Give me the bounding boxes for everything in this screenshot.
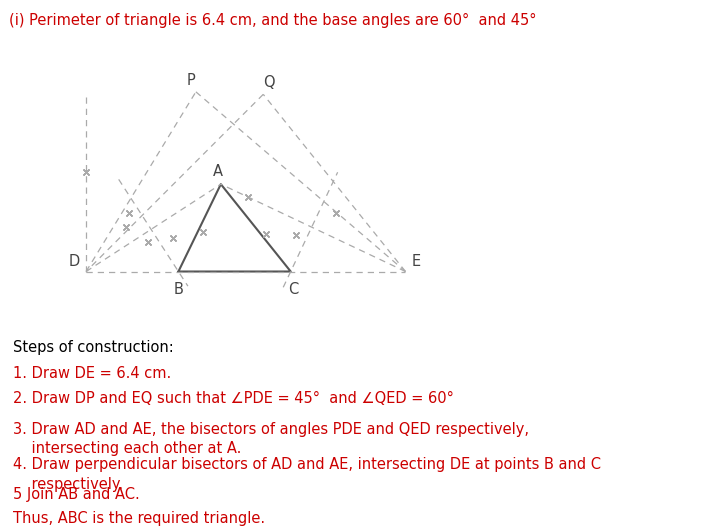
Text: 4. Draw perpendicular bisectors of AD and AE, intersecting DE at points B and C
: 4. Draw perpendicular bisectors of AD an…: [13, 457, 601, 492]
Text: Steps of construction:: Steps of construction:: [13, 340, 173, 355]
Text: A: A: [214, 164, 223, 179]
Text: P: P: [187, 73, 195, 88]
Text: B: B: [173, 282, 183, 297]
Text: Thus, ABC is the required triangle.: Thus, ABC is the required triangle.: [13, 511, 265, 526]
Text: (i) Perimeter of triangle is 6.4 cm, and the base angles are 60°  and 45°: (i) Perimeter of triangle is 6.4 cm, and…: [9, 13, 537, 28]
Text: Q: Q: [264, 75, 275, 90]
Text: D: D: [69, 254, 80, 269]
Text: E: E: [411, 254, 421, 269]
Text: 5 Join AB and AC.: 5 Join AB and AC.: [13, 487, 139, 502]
Text: C: C: [288, 282, 298, 297]
Text: 3. Draw AD and AE, the bisectors of angles PDE and QED respectively,
    interse: 3. Draw AD and AE, the bisectors of angl…: [13, 422, 529, 456]
Text: 2. Draw DP and EQ such that ∠PDE = 45°  and ∠QED = 60°: 2. Draw DP and EQ such that ∠PDE = 45° a…: [13, 391, 454, 406]
Text: 1. Draw DE = 6.4 cm.: 1. Draw DE = 6.4 cm.: [13, 366, 171, 381]
